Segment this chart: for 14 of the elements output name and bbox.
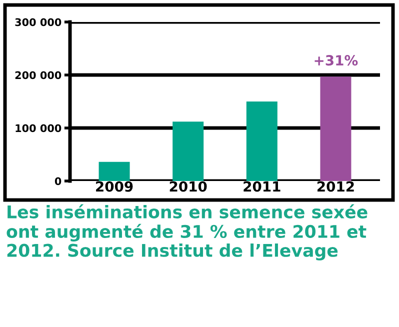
text: Les inséminations en semence sexée ont augmenté de 31 % entre 2011 et 2012. Source Institut de l’Elevage [6,204,368,260]
x-tick-label: 2009 [96,181,133,192]
x-tick-label: 2010 [170,181,207,192]
y-tick-label: 0 [54,177,62,186]
bar [98,162,130,181]
x-tick-label: 2012 [317,181,354,192]
y-tick-label: 100 000 [16,124,62,132]
bar [320,76,352,181]
bar [246,102,278,181]
x-tick-label: 2011 [244,181,280,192]
annotation: +31% [314,55,358,66]
y-tick-label: 200 000 [15,71,62,80]
y-tick-label: 300 000 [15,18,62,26]
bar [172,122,204,181]
